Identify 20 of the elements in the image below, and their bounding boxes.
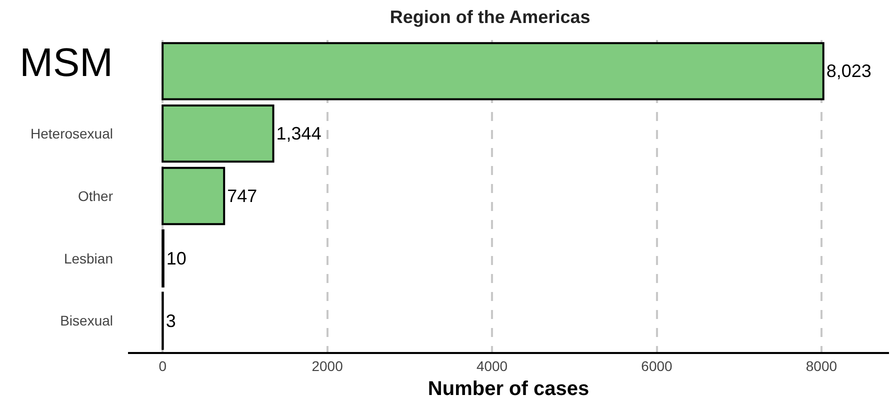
data-label: 747	[227, 186, 258, 206]
data-label: 10	[166, 248, 186, 268]
x-axis-title: Number of cases	[428, 378, 590, 400]
bar	[162, 42, 824, 100]
bar	[162, 166, 226, 226]
y-tick-label: MSM	[20, 41, 113, 86]
y-tick-label: Other	[78, 188, 114, 204]
x-tick-label: 0	[158, 358, 167, 374]
data-label: 8,023	[826, 61, 872, 82]
chart-title: Region of the Americas	[390, 6, 590, 27]
y-tick-label: Bisexual	[60, 312, 113, 329]
bar	[162, 104, 274, 163]
x-tick-label: 4000	[476, 358, 508, 374]
x-tick-label: 6000	[641, 358, 673, 374]
y-tick-label: Heterosexual	[30, 126, 113, 142]
data-label: 1,344	[276, 124, 322, 144]
x-tick-label: 8000	[806, 358, 838, 374]
data-label: 3	[166, 310, 176, 331]
y-tick-label: Lesbian	[64, 250, 113, 266]
x-tick-label: 2000	[312, 358, 344, 374]
